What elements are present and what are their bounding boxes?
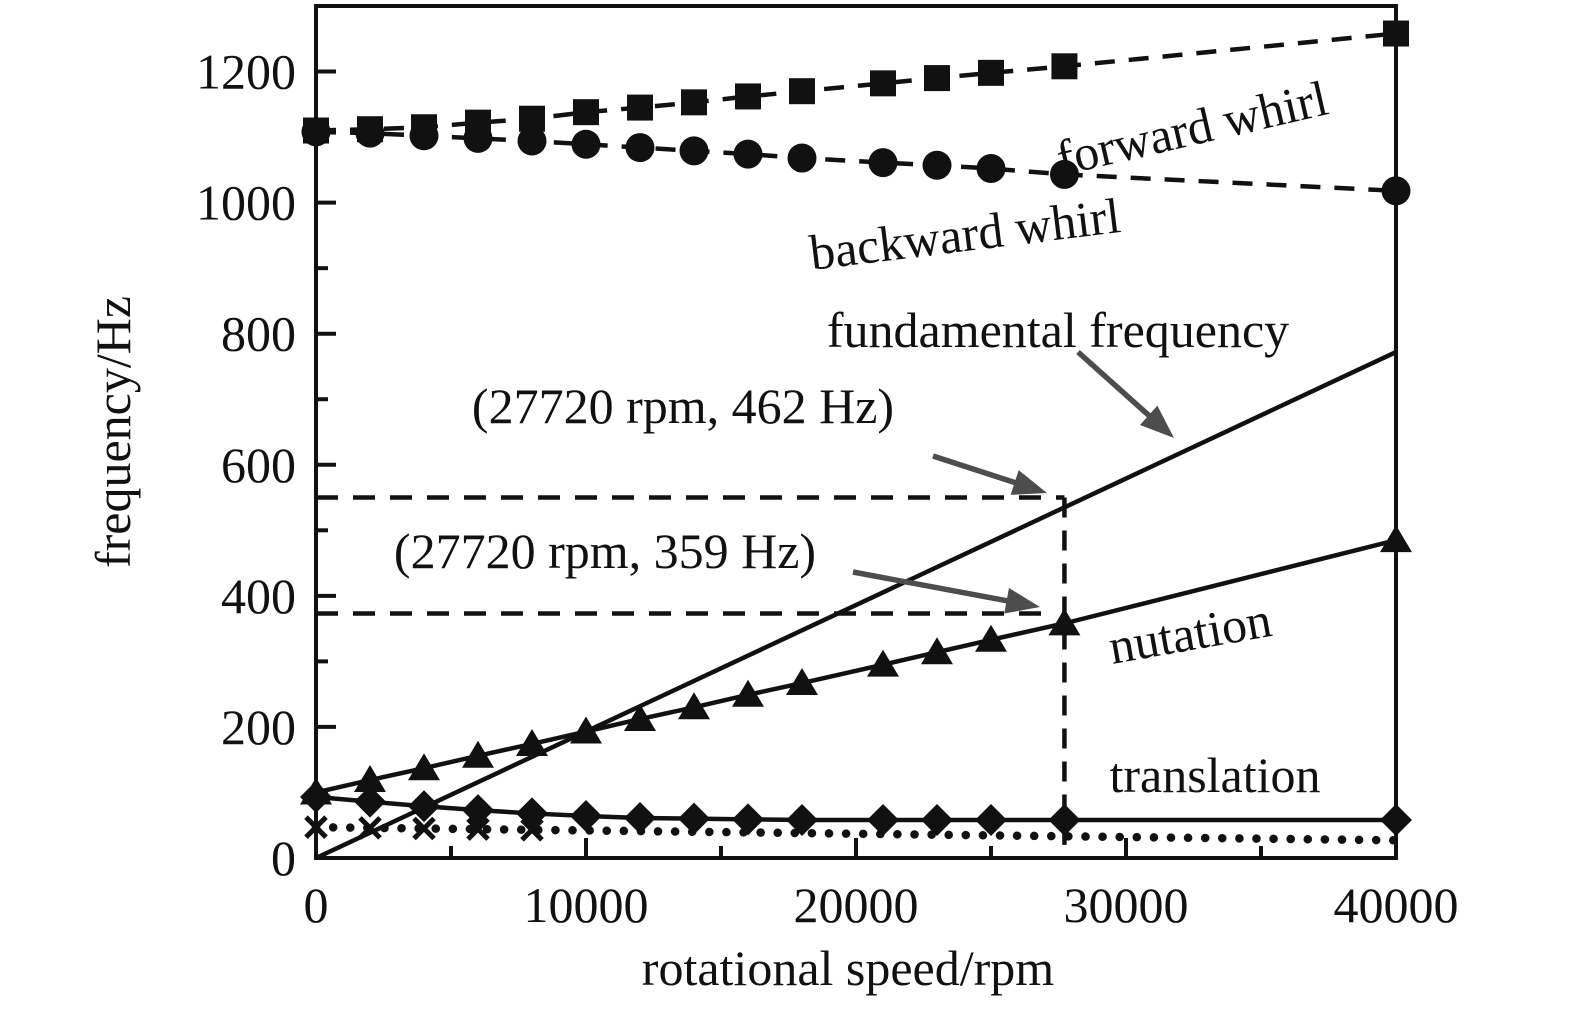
series-marker-nutation xyxy=(408,753,440,781)
y-tick-label: 1200 xyxy=(196,44,296,100)
series-marker-nutation xyxy=(1380,525,1412,553)
series-marker-translation xyxy=(732,803,764,836)
annotation-359-arrow-head xyxy=(1004,587,1040,614)
series-marker-forward-whirl xyxy=(357,116,383,143)
label-translation: translation xyxy=(1109,747,1320,803)
series-marker-translation xyxy=(975,803,1007,836)
annotation-462: (27720 rpm, 462 Hz) xyxy=(472,378,894,434)
series-marker-cross-marker-series xyxy=(466,817,490,841)
series-marker-forward-whirl xyxy=(735,83,761,110)
series-marker-cross-marker-series xyxy=(412,816,436,841)
series-marker-nutation xyxy=(300,777,332,805)
series-marker-forward-whirl xyxy=(978,59,1004,86)
series-marker-translation xyxy=(624,802,656,835)
series-marker-nutation xyxy=(921,637,953,665)
label-backward-whirl: backward whirl xyxy=(807,187,1124,281)
series-marker-nutation xyxy=(570,716,602,744)
series-marker-backward-whirl xyxy=(625,133,655,163)
x-tick-label: 20000 xyxy=(794,877,919,933)
x-tick-label: 10000 xyxy=(524,877,649,933)
series-marker-cross-marker-series xyxy=(520,818,544,842)
x-tick-label: 0 xyxy=(304,877,329,933)
series-marker-nutation xyxy=(678,692,710,720)
annotation-359: (27720 rpm, 359 Hz) xyxy=(394,523,816,579)
series-marker-cross-marker-series xyxy=(358,816,382,840)
series-marker-backward-whirl xyxy=(1049,159,1079,189)
y-axis-title: frequency/Hz xyxy=(85,296,141,568)
label-fundamental-frequency-arrow-shaft xyxy=(1076,349,1154,421)
y-tick-label: 1000 xyxy=(196,175,296,231)
series-marker-backward-whirl xyxy=(571,129,601,159)
series-marker-cross-marker-series xyxy=(304,815,328,839)
series-line-fundamental-frequency xyxy=(315,350,1397,861)
series-marker-nutation xyxy=(354,765,386,793)
series-marker-translation xyxy=(786,803,818,836)
series-marker-nutation xyxy=(975,624,1007,652)
series-marker-translation xyxy=(1380,803,1412,836)
label-fundamental-frequency-arrow-head xyxy=(1140,405,1174,438)
y-tick-label: 800 xyxy=(221,306,296,362)
series-marker-forward-whirl xyxy=(465,109,491,136)
x-tick-label: 30000 xyxy=(1064,877,1189,933)
series-marker-translation xyxy=(921,803,953,836)
series-marker-translation xyxy=(354,785,386,818)
series-marker-translation xyxy=(1048,803,1081,836)
series-marker-forward-whirl xyxy=(1383,20,1409,47)
series-marker-nutation xyxy=(516,728,548,756)
series-marker-forward-whirl xyxy=(1051,53,1078,80)
series-marker-forward-whirl xyxy=(789,78,815,105)
series-marker-backward-whirl xyxy=(868,148,898,178)
series-marker-translation xyxy=(570,800,602,833)
series-marker-nutation xyxy=(462,740,494,768)
label-fundamental-frequency: fundamental frequency xyxy=(827,302,1289,358)
series-marker-forward-whirl xyxy=(411,114,437,141)
series-marker-translation xyxy=(867,803,899,836)
series-marker-forward-whirl xyxy=(573,99,599,126)
series-marker-backward-whirl xyxy=(517,126,547,156)
label-nutation: nutation xyxy=(1104,591,1275,675)
annotation-462-arrow-head xyxy=(1010,470,1047,495)
series-marker-forward-whirl xyxy=(627,94,653,121)
series-marker-backward-whirl xyxy=(1381,176,1411,206)
series-marker-nutation xyxy=(1048,608,1081,636)
y-tick-label: 0 xyxy=(271,830,296,886)
series-marker-backward-whirl xyxy=(733,139,763,169)
series-marker-nutation xyxy=(867,649,899,677)
series-marker-forward-whirl xyxy=(519,105,545,132)
annotation-359-arrow-shaft xyxy=(852,569,1012,605)
series-marker-nutation xyxy=(732,679,764,707)
series-marker-backward-whirl xyxy=(922,150,952,180)
series-marker-translation xyxy=(408,790,440,823)
series-marker-backward-whirl xyxy=(976,154,1006,184)
series-marker-forward-whirl xyxy=(303,117,329,144)
x-tick-label: 40000 xyxy=(1334,877,1459,933)
y-tick-label: 600 xyxy=(221,437,296,493)
series-marker-forward-whirl xyxy=(924,65,950,92)
label-forward-whirl: forward whirl xyxy=(1051,70,1333,187)
series-marker-translation xyxy=(462,794,494,827)
y-tick-label: 400 xyxy=(221,568,296,624)
series-marker-nutation xyxy=(624,704,656,732)
series-marker-backward-whirl xyxy=(679,136,709,166)
x-axis-title: rotational speed/rpm xyxy=(642,940,1054,996)
series-marker-translation xyxy=(516,797,548,830)
annotation-462-arrow-shaft xyxy=(932,453,1020,487)
series-marker-translation xyxy=(678,802,710,835)
series-marker-nutation xyxy=(786,668,818,696)
series-marker-forward-whirl xyxy=(870,70,896,97)
y-tick-label: 200 xyxy=(221,699,296,755)
series-marker-forward-whirl xyxy=(681,89,707,116)
series-marker-backward-whirl xyxy=(787,143,817,173)
